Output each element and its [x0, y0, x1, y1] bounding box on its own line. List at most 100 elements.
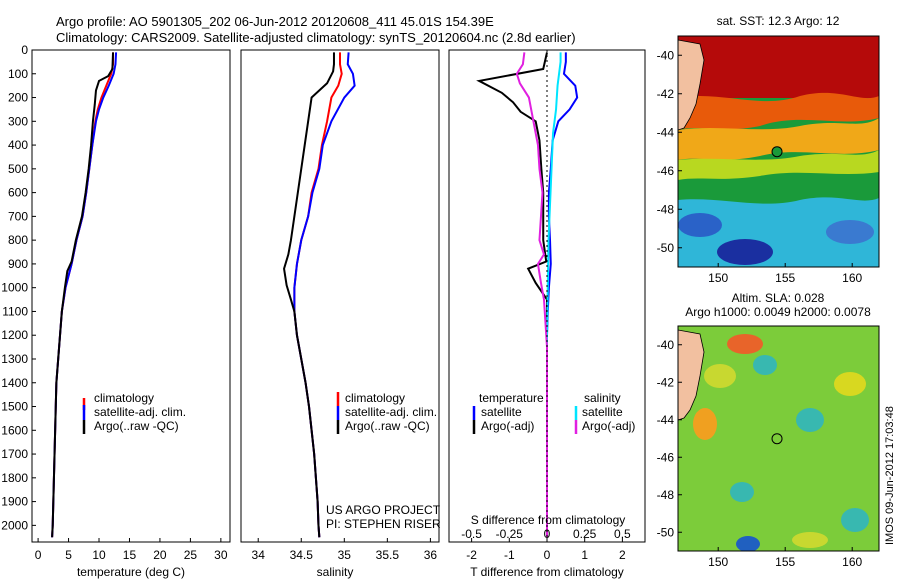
project-annotation-line1: US ARGO PROJECT: [326, 503, 441, 517]
series-line-satellite-adj-clim-: [293, 52, 356, 538]
legend-label-temp-satellite: satellite: [481, 405, 522, 419]
x-tick-label: 30: [214, 548, 228, 562]
sla-cold-eddy: [736, 536, 760, 551]
x-tick-label: 1: [581, 548, 588, 562]
depth-tick-label: 1100: [2, 304, 28, 318]
salinity-panel: 34 34.5 35 35.5 36 salinity climatology sate…: [240, 49, 441, 579]
lat-tick-label: -50: [657, 241, 675, 255]
lon-tick-label: 155: [775, 271, 795, 285]
lat-tick-label: -46: [657, 164, 675, 178]
x-tick-label: 36: [424, 548, 438, 562]
depth-tick-label: 900: [8, 257, 28, 271]
depth-tick-label: 700: [8, 209, 28, 223]
lon-tick-label: 150: [708, 555, 728, 569]
sla-map-frame: [677, 325, 880, 552]
x-tick-label: -2: [466, 548, 477, 562]
depth-tick-label: 800: [8, 233, 28, 247]
sla-map-title-line2: Argo h1000: 0.0049 h2000: 0.0078: [685, 305, 871, 319]
s-diff-tick-label: 0: [544, 527, 551, 541]
legend-label-argo: Argo(..raw -QC): [345, 419, 430, 433]
salinity-xlabel: salinity: [317, 565, 354, 579]
sst-map-title: sat. SST: 12.3 Argo: 12: [717, 14, 840, 28]
sst-cold-eddy: [717, 239, 773, 265]
legend-header-temperature: temperature: [479, 391, 544, 405]
x-tick-label: 2: [619, 548, 626, 562]
figure-title-line1: Argo profile: AO 5901305_202 06-Jun-2012…: [56, 14, 494, 29]
x-tick-label: 35: [338, 548, 352, 562]
sla-low-patch-mid: [796, 408, 824, 432]
sla-patch: [704, 364, 736, 388]
imos-timestamp: IMOS 09-Jun-2012 17:03:48: [884, 406, 896, 545]
legend-label-sal-argo: Argo(-adj): [582, 419, 635, 433]
x-tick-label: 34.5: [290, 548, 314, 562]
lon-tick-label: 150: [708, 271, 728, 285]
s-diff-tick-label: 0.5: [614, 527, 631, 541]
series-line-salinity-argo-adj-: [515, 52, 548, 538]
lat-tick-label: -40: [657, 48, 675, 62]
sla-low-patch: [753, 355, 777, 375]
salinity-legend: climatology satellite-adj. clim. Argo(..…: [336, 391, 437, 434]
lon-tick-label: 160: [842, 271, 862, 285]
x-tick-label: 0: [544, 548, 551, 562]
sla-low-patch-south: [730, 482, 754, 502]
difference-legend: temperature satellite Argo(-adj) salinit…: [472, 391, 635, 434]
temperature-xlabel: temperature (deg C): [77, 565, 185, 579]
salinity-panel-frame: [240, 49, 440, 543]
series-line-satellite-adj-clim-: [51, 52, 118, 538]
legend-label-argo: Argo(..raw -QC): [94, 419, 179, 433]
series-line-climatology: [293, 52, 343, 538]
lon-tick-label: 155: [775, 555, 795, 569]
s-difference-axis-label: S difference from climatology: [471, 513, 626, 527]
project-annotation-line2: PI: STEPHEN RISER: [326, 517, 441, 531]
sst-cold-patch-east: [826, 220, 874, 244]
legend-label-sal-satellite: satellite: [582, 405, 623, 419]
depth-tick-label: 1200: [1, 328, 28, 342]
depth-tick-label: 1500: [1, 400, 28, 414]
depth-tick-label: 300: [8, 114, 28, 128]
depth-tick-label: 1300: [1, 352, 28, 366]
sst-cold-patch: [678, 213, 722, 237]
depth-tick-label: 1900: [1, 495, 28, 509]
x-tick-label: -1: [504, 548, 515, 562]
sla-patch-south: [792, 532, 828, 548]
depth-tick-label: 600: [8, 186, 28, 200]
sla-map-title-line1: Altim. SLA: 0.028: [732, 291, 825, 305]
series-line-temperature-argo-adj-: [476, 52, 548, 538]
s-diff-tick-label: -0.5: [461, 527, 482, 541]
depth-tick-label: 1800: [1, 471, 28, 485]
temperature-panel: 0100200300400500600700800900100011001200…: [1, 43, 231, 579]
depth-tick-label: 2000: [1, 518, 28, 532]
depth-tick-label: 500: [8, 162, 28, 176]
legend-label-climatology: climatology: [94, 391, 154, 405]
x-tick-label: 34: [252, 548, 266, 562]
x-tick-label: 20: [153, 548, 167, 562]
series-line-salinity-satellite: [546, 52, 562, 538]
legend-label-satellite: satellite-adj. clim.: [345, 405, 437, 419]
argo-float-marker: [771, 433, 783, 445]
depth-tick-label: 400: [8, 138, 28, 152]
lat-tick-label: -40: [657, 338, 675, 352]
lat-tick-label: -46: [657, 450, 675, 464]
sst-amber-band: [678, 118, 879, 160]
lat-tick-label: -50: [657, 525, 675, 539]
argo-float-marker: [771, 146, 783, 158]
sla-low-patch-southeast: [841, 508, 869, 532]
lat-tick-label: -48: [657, 202, 675, 216]
temperature-legend: climatology satellite-adj. clim. Argo(..…: [82, 391, 186, 434]
tasmania-landmass: [678, 39, 705, 131]
series-line-argo-raw-qc-: [51, 52, 115, 538]
depth-tick-label: 1400: [1, 376, 28, 390]
lat-tick-label: -42: [657, 87, 675, 101]
s-diff-tick-label: 0.25: [573, 527, 597, 541]
series-line-argo-raw-qc-: [283, 52, 335, 538]
t-difference-xlabel: T difference from climatology: [470, 565, 624, 579]
x-tick-label: 35.5: [376, 548, 400, 562]
figure-title-line2: Climatology: CARS2009. Satellite-adjuste…: [56, 30, 576, 45]
temperature-panel-frame: [31, 49, 231, 543]
sst-map-panel: sat. SST: 12.3 Argo: 12 -40 -42 -44 -46 -48 -…: [657, 14, 880, 285]
x-tick-label: 10: [92, 548, 106, 562]
sst-warm-band: [678, 36, 879, 98]
series-line-temperature-satellite: [546, 52, 579, 538]
depth-tick-label: 1000: [1, 281, 28, 295]
depth-tick-label: 1600: [1, 423, 28, 437]
